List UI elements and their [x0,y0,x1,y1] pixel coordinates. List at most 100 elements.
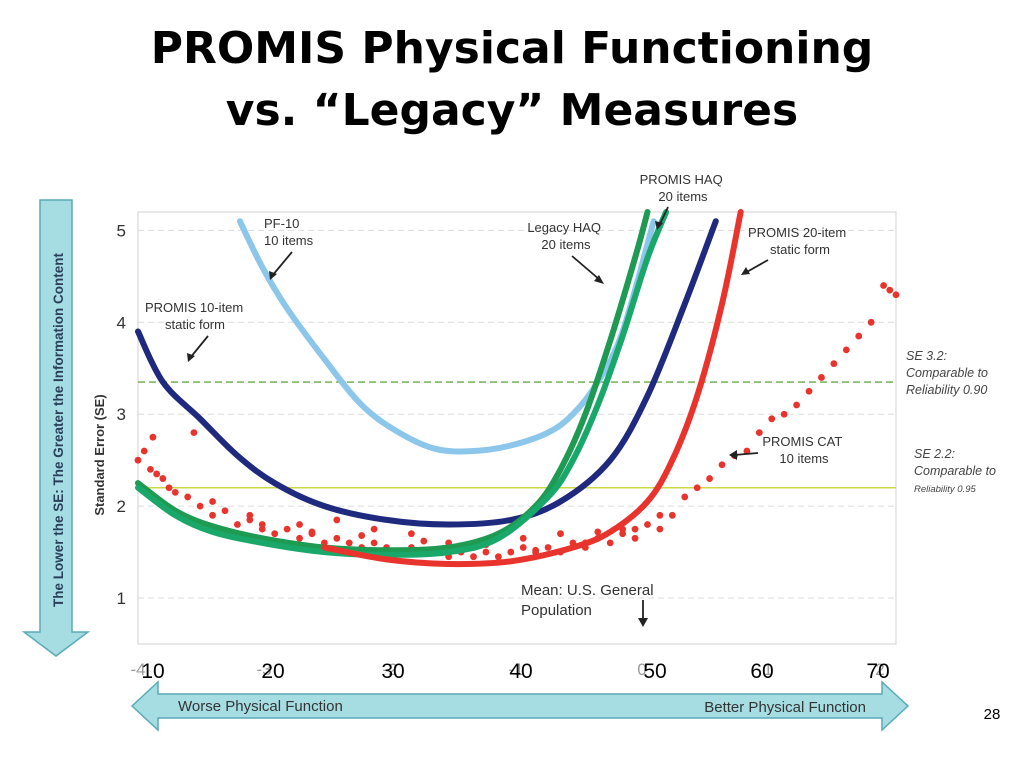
pf10-annotation: PF-10 10 items [264,216,314,248]
promis10-annotation-line2: static form [165,317,225,332]
series-line-2 [135,218,719,528]
old-x-tick-label: -4 [130,660,145,679]
old-x-tick-label: 1 [763,660,772,679]
cat-data-point [184,493,192,501]
cat-data-point [407,530,415,538]
cat-data-point [631,534,639,542]
promis20-pointer-head [741,267,750,275]
cat-data-point [370,525,378,533]
promis-cat-annotation-line2: 10 items [779,451,829,466]
cat-data-point [494,553,502,561]
pf10-pointer-head [269,271,277,280]
plot-frame [137,211,897,645]
cat-data-point [196,502,204,510]
mean-annotation-line2: Population [521,602,592,619]
better-function-label: Better Physical Function [704,699,866,716]
slide-title: PROMIS Physical Functioning vs. “Legacy”… [0,18,1024,142]
mean-annotation-line1: Mean: U.S. General [521,582,654,599]
y-tick-label: 5 [117,221,126,240]
cat-data-point [830,360,838,368]
y-tick-label: 3 [117,405,126,424]
cat-data-point [768,415,776,423]
cat-data-point [668,511,676,519]
series-line-4 [135,209,670,558]
cat-data-point [271,530,279,538]
cat-data-point [880,282,887,289]
info-content-arrow-label: The Lower the SE: The Greater the Inform… [51,252,66,607]
cat-data-point [805,387,813,395]
old-x-tick-label: 0 [637,660,646,679]
cat-data-point [532,546,540,554]
cat-data-point [818,374,825,381]
page-number: 28 [983,706,1001,723]
cat-data-point [190,429,198,436]
cat-data-point [358,532,366,539]
legacy-haq-annotation-line2: 20 items [541,237,591,252]
cat-data-point [855,332,863,340]
cat-data-point [345,539,353,547]
cat-data-point [656,511,664,519]
x-tick-label: 20 [261,660,284,683]
cat-data-point [631,525,639,533]
promis-cat-pointer [733,452,759,456]
pf10-annotation-line2: 10 items [264,233,314,248]
promis-haq-annotation: PROMIS HAQ 20 items [640,172,727,204]
cat-data-point [209,498,216,505]
y-axis-label: Standard Error (SE) [92,394,107,515]
cat-data-point [159,475,167,482]
y-tick-label: 1 [117,589,126,608]
cat-data-point [693,484,701,492]
cat-data-point [296,534,303,542]
cat-data-point [519,534,527,542]
legacy-haq-annotation-line1: Legacy HAQ [527,220,601,235]
cat-data-point [681,493,689,501]
cat-data-point [606,539,614,547]
cat-data-point [258,521,266,528]
cat-data-point [544,544,552,551]
old-x-tick-label: 2 [875,660,884,679]
cat-data-point [557,530,564,538]
cat-data-point [149,433,157,441]
cat-data-point [153,470,161,478]
promis-cat-annotation: PROMIS CAT 10 items [762,434,845,466]
info-content-arrow [21,199,91,657]
x-tick-label: 40 [509,660,532,683]
legacy-haq-pointer-head [594,275,604,284]
cat-data-point [333,516,341,524]
mean-pointer-head [638,618,648,627]
cat-data-point [780,410,788,418]
cat-data-point [221,507,229,515]
cat-data-point [140,447,148,455]
series-line-5 [321,209,744,568]
promis10-pointer-head [187,353,195,362]
cat-data-point [743,447,751,455]
cat-data-point [147,465,154,473]
promis10-annotation: PROMIS 10-item static form [145,300,247,332]
cat-data-point [165,484,173,492]
cat-data-point [755,429,763,436]
x-tick-label: 50 [643,660,666,683]
cat-data-point [420,537,428,545]
legacy-haq-pointer [571,255,601,281]
promis20-annotation: PROMIS 20-item static form [748,225,850,257]
cat-data-point [892,291,900,299]
reference-label: Reliability 0.90 [906,383,987,397]
cat-data-point [793,401,800,409]
old-x-tick-label: -2 [382,660,397,679]
promis20-pointer [744,259,769,274]
promis-haq-annotation-line2: 20 items [658,189,708,204]
title-line-2: vs. “Legacy” Measures [225,85,799,136]
reference-label: Comparable to [906,366,988,380]
cat-data-point [507,548,515,556]
y-tick-label: 2 [117,497,126,516]
cat-data-point [706,475,714,482]
promis20-annotation-line1: PROMIS 20-item [748,225,846,240]
promis10-pointer [189,335,209,359]
cat-data-point [644,521,651,528]
promis-haq-pointer-head [655,221,663,230]
x-tick-label: 30 [381,660,404,683]
promis-cat-pointer-head [729,450,737,460]
cat-data-point [519,544,527,551]
cat-data-point [886,286,894,294]
cat-data-point [594,528,602,536]
